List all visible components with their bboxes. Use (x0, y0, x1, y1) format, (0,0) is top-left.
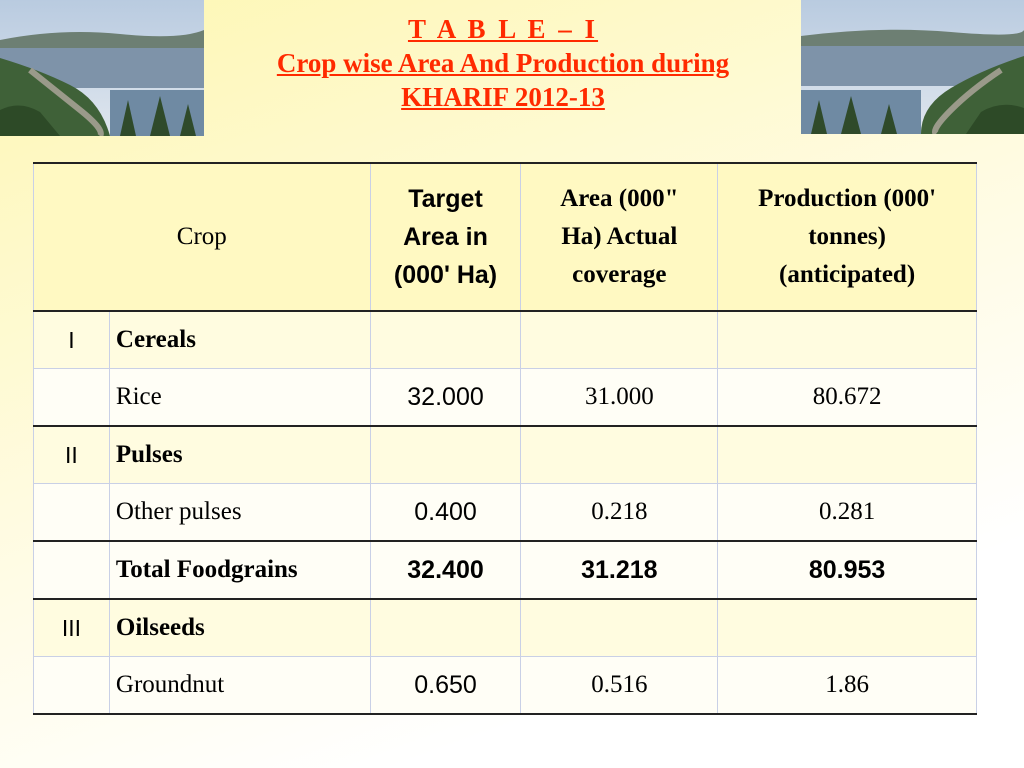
table-row-cereals: I Cereals (33, 310, 977, 369)
row-target-area: 32.400 (369, 540, 522, 600)
row-target-area: 32.000 (369, 368, 522, 427)
row-crop-name: Rice (108, 368, 371, 427)
row-actual-area: 31.218 (520, 540, 719, 600)
row-crop-name: Other pulses (108, 483, 371, 542)
row-actual-area: 0.516 (520, 656, 719, 715)
table-number-title: T A B L E – I (407, 14, 599, 44)
row-production: 1.86 (717, 656, 977, 715)
header-production: Production (000' tonnes) (anticipated) (717, 162, 977, 312)
header-target-line1: Target (408, 185, 483, 213)
landscape-photo-left (0, 0, 204, 136)
row-actual-area (520, 598, 719, 657)
header-crop: Crop (33, 162, 371, 312)
row-actual-area (520, 310, 719, 369)
row-crop-name: Total Foodgrains (108, 540, 371, 600)
row-production (717, 598, 977, 657)
row-target-area: 0.400 (369, 483, 522, 542)
row-roman-numeral (33, 540, 110, 600)
row-crop-name: Cereals (108, 310, 371, 369)
row-target-area (369, 598, 522, 657)
table-header-row: Crop Target Area in (000' Ha) Area (000"… (33, 162, 977, 312)
header-area-line1: Area (000" (560, 185, 679, 212)
landscape-photo-right (801, 0, 1024, 134)
row-roman-numeral: II (33, 425, 110, 484)
header-prod-line2: tonnes) (808, 223, 886, 250)
row-roman-numeral (33, 483, 110, 542)
header-area-line2: Ha) Actual (561, 223, 678, 250)
season-title: KHARIF 2012-13 (401, 82, 605, 112)
table-row-other-pulses: Other pulses 0.400 0.218 0.281 (33, 483, 977, 542)
table-row-total-foodgrains: Total Foodgrains 32.400 31.218 80.953 (33, 540, 977, 600)
row-production: 0.281 (717, 483, 977, 542)
row-roman-numeral (33, 368, 110, 427)
row-roman-numeral (33, 656, 110, 715)
header-target-area: Target Area in (000' Ha) (369, 162, 522, 312)
header-prod-line1: Production (000' (758, 185, 937, 212)
slide-title: T A B L E – I Crop wise Area And Product… (205, 12, 801, 114)
table-row-rice: Rice 32.000 31.000 80.672 (33, 368, 977, 427)
row-production (717, 425, 977, 484)
row-actual-area: 31.000 (520, 368, 719, 427)
header-actual-area: Area (000" Ha) Actual coverage (520, 162, 719, 312)
table-row-pulses: II Pulses (33, 425, 977, 484)
row-production: 80.953 (717, 540, 977, 600)
row-crop-name: Groundnut (108, 656, 371, 715)
row-target-area: 0.650 (369, 656, 522, 715)
header-target-line3: (000' Ha) (393, 261, 498, 289)
crop-production-table: Crop Target Area in (000' Ha) Area (000"… (33, 162, 977, 715)
row-production: 80.672 (717, 368, 977, 427)
table-row-groundnut: Groundnut 0.650 0.516 1.86 (33, 656, 977, 715)
row-roman-numeral: III (33, 598, 110, 657)
row-target-area (369, 425, 522, 484)
row-production (717, 310, 977, 369)
table-caption-title: Crop wise Area And Production during (276, 48, 730, 78)
row-crop-name: Oilseeds (108, 598, 371, 657)
row-actual-area: 0.218 (520, 483, 719, 542)
header-target-line2: Area in (403, 223, 488, 251)
header-area-line3: coverage (572, 261, 667, 288)
row-crop-name: Pulses (108, 425, 371, 484)
row-actual-area (520, 425, 719, 484)
row-roman-numeral: I (33, 310, 110, 369)
table-row-oilseeds: III Oilseeds (33, 598, 977, 657)
row-target-area (369, 310, 522, 369)
header-prod-line3: (anticipated) (779, 261, 916, 288)
